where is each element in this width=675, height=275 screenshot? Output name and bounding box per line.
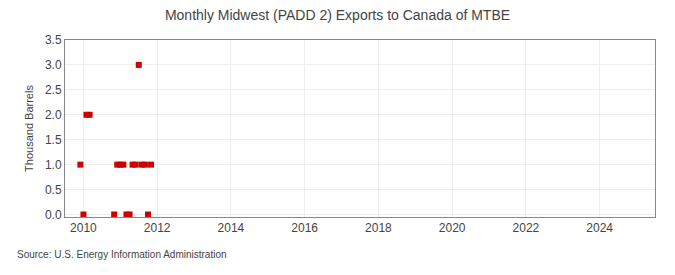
svg-text:2.0: 2.0 [45, 108, 62, 122]
svg-text:0.5: 0.5 [45, 183, 62, 197]
svg-text:Source: U.S. Energy Informatio: Source: U.S. Energy Information Administ… [17, 249, 227, 260]
svg-text:1.0: 1.0 [45, 158, 62, 172]
svg-text:2012: 2012 [144, 221, 171, 235]
svg-text:2024: 2024 [586, 221, 613, 235]
svg-text:2016: 2016 [291, 221, 318, 235]
svg-text:2010: 2010 [70, 221, 97, 235]
svg-text:2.5: 2.5 [45, 83, 62, 97]
svg-text:2022: 2022 [513, 221, 540, 235]
svg-text:3.5: 3.5 [45, 33, 62, 47]
svg-text:2018: 2018 [365, 221, 392, 235]
svg-text:2014: 2014 [218, 221, 245, 235]
svg-text:1.5: 1.5 [45, 133, 62, 147]
svg-text:0.0: 0.0 [45, 208, 62, 222]
svg-text:Monthly Midwest (PADD 2) Expor: Monthly Midwest (PADD 2) Exports to Cana… [165, 7, 510, 23]
svg-text:3.0: 3.0 [45, 58, 62, 72]
svg-text:Thousand Barrels: Thousand Barrels [23, 85, 35, 172]
svg-text:2020: 2020 [439, 221, 466, 235]
